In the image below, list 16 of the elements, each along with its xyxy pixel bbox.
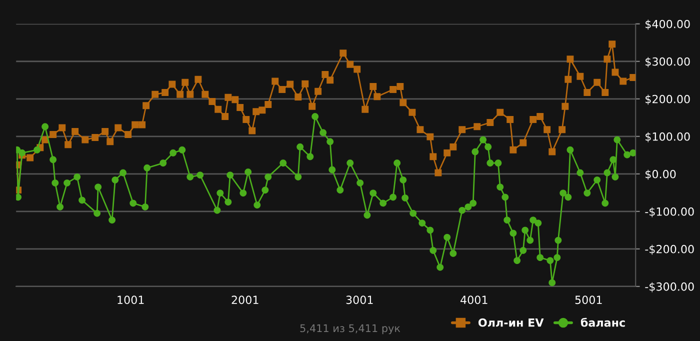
y-tick-label: $100.00: [646, 132, 690, 142]
x-tick-label: 3001: [346, 296, 373, 304]
y-tick-label: $200.00: [646, 94, 690, 105]
y-tick-label: -$200.00: [645, 244, 694, 255]
y-tick-label: -$100.00: [645, 207, 694, 218]
y-tick-label: $400.00: [646, 20, 690, 30]
legend-label: Олл-ин EV: [478, 318, 544, 327]
x-tick-label: 5001: [575, 296, 602, 304]
text: 5,411 из 5,411 рук: [300, 324, 400, 334]
y-tick-label: -$300.00: [645, 282, 694, 292]
y-tick-label: $300.00: [646, 57, 690, 68]
x-tick-label: 1001: [118, 296, 144, 304]
x-tick-label: 4001: [460, 296, 488, 304]
y-tick-label: $0.00: [646, 170, 676, 180]
x-tick-label: 2001: [232, 296, 258, 304]
legend-label: баланс: [580, 318, 625, 327]
